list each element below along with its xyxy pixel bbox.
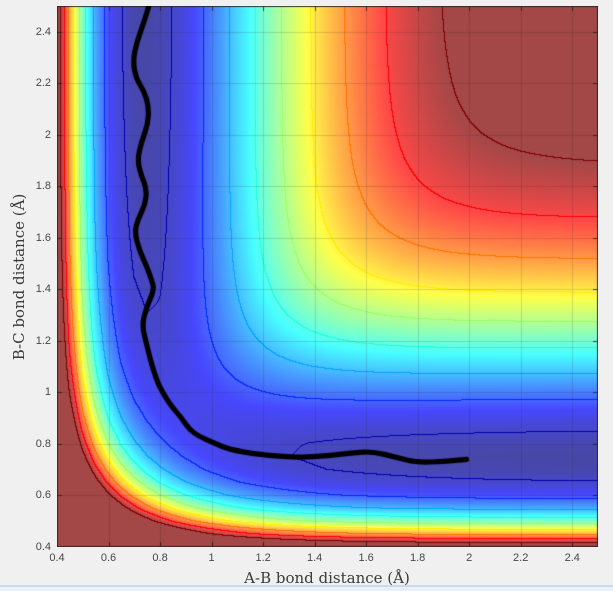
y-tick-label: 1.4 [35,283,51,296]
x-tick-label: 2.4 [564,552,580,564]
y-tick-label: 0.4 [35,541,51,553]
y-tick-label: 0.8 [35,437,51,450]
y-tick-label: 2.4 [35,25,51,38]
x-tick-label: 0.4 [49,552,65,564]
x-tick-label: 0.6 [100,552,117,564]
x-tick-label: 1 [208,552,215,564]
x-axis-label: A-B bond distance (Å) [244,569,410,587]
x-tick-label: 1.6 [358,552,374,564]
y-tick-label: 1.6 [35,231,51,244]
x-tick-label: 2 [466,552,473,564]
y-tick-label: 2 [44,128,51,141]
y-tick-label: 0.6 [35,489,51,502]
x-tick-label: 2.2 [513,552,529,564]
x-tick-label: 1.4 [306,552,323,564]
x-tick-label: 1.2 [255,552,271,564]
y-tick-label: 2.2 [35,77,51,90]
x-tick-label: 1.8 [410,552,426,564]
y-tick-label: 1.8 [35,180,51,193]
window-bottom-strip [0,585,613,591]
y-tick-label: 1.2 [35,334,51,347]
pes-contour-canvas [57,6,598,547]
y-tick-label: 1 [44,386,51,399]
x-tick-label: 0.8 [152,552,168,564]
